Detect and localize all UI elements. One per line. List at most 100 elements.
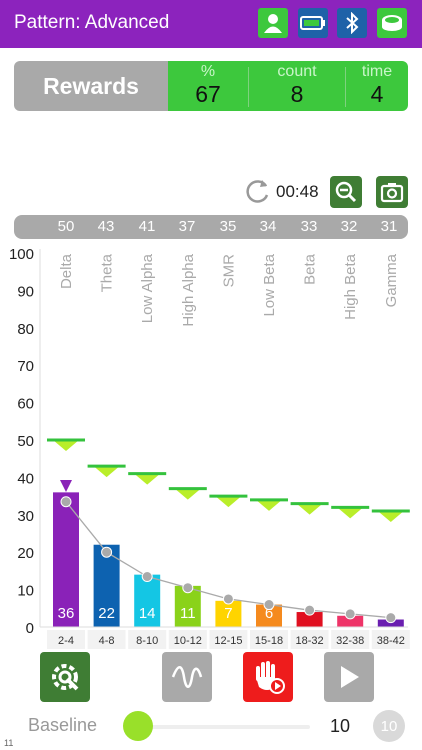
baseline-badge: 10 [373, 710, 405, 742]
bar [215, 600, 242, 627]
band-label: SMR [220, 254, 237, 288]
y-tick-label: 20 [17, 545, 34, 562]
reward-count-label: count [277, 63, 317, 80]
threshold-marker [337, 507, 364, 519]
selected-band-marker [60, 480, 72, 492]
peak-value: 35 [219, 218, 237, 235]
y-tick-label: 70 [17, 358, 34, 375]
rewards-panel: Rewards % 67 count 8 time 4 [14, 61, 408, 111]
pattern-title: Pattern: Advanced [14, 12, 170, 33]
y-tick-label: 40 [17, 470, 34, 487]
reward-divider [345, 67, 346, 107]
baseline-label: Baseline [28, 715, 98, 735]
peak-value: 33 [300, 218, 318, 235]
user-icon[interactable] [258, 8, 288, 38]
range-label-bg [209, 630, 248, 649]
band-label: Beta [302, 253, 319, 285]
threshold-marker [93, 466, 120, 478]
bar [296, 612, 323, 627]
bar [256, 604, 282, 627]
range-label: 12-15 [214, 635, 242, 647]
threshold-marker [215, 496, 242, 508]
range-label: 18-32 [296, 635, 324, 647]
waveform-button[interactable] [162, 652, 212, 702]
refresh-icon[interactable] [244, 177, 272, 210]
range-label: 4-8 [99, 635, 115, 647]
range-label-bg [371, 630, 410, 649]
reward-time-value: 4 [370, 81, 384, 107]
camera-icon [380, 183, 404, 203]
bar-value-label: 14 [139, 605, 156, 622]
y-tick-label: 10 [17, 583, 34, 600]
trend-point [344, 608, 356, 620]
range-label-bg [250, 630, 288, 649]
reward-time-cell: time 4 [346, 61, 408, 111]
range-label: 32-38 [336, 635, 364, 647]
trend-point [222, 593, 234, 605]
range-label: 2-4 [58, 635, 74, 647]
peak-value: 41 [138, 218, 156, 235]
range-label: 38-42 [377, 635, 405, 647]
range-label-bg [168, 630, 207, 649]
bar-value-label: 6 [265, 605, 273, 622]
band-label: Delta [58, 253, 75, 289]
battery-icon[interactable] [298, 8, 328, 38]
threshold-marker [296, 503, 323, 515]
band-label: Theta [99, 253, 116, 292]
bar-value-label: 36 [58, 605, 75, 622]
y-tick-label: 100 [9, 246, 34, 263]
settings-wrench-icon [52, 664, 79, 691]
range-label-bg [290, 630, 329, 649]
play-button[interactable] [324, 652, 374, 702]
bluetooth-icon[interactable] [337, 8, 367, 38]
reward-percent-label: % [200, 63, 216, 80]
band-label: Low Alpha [139, 253, 156, 323]
band-label: Gamma [383, 253, 400, 307]
waveform-icon [171, 666, 203, 688]
rewards-stats: % 67 count 8 time 4 [168, 61, 408, 111]
y-tick-label: 60 [17, 396, 34, 413]
bar [337, 615, 364, 627]
trend-line [60, 496, 397, 624]
bar-value-label: 11 [180, 605, 196, 622]
camera-button[interactable] [376, 176, 408, 208]
reward-divider [248, 67, 249, 107]
y-tick-label: 50 [17, 433, 34, 450]
trend-point [304, 604, 316, 616]
peak-value: 37 [178, 218, 196, 235]
range-label: 8-10 [136, 635, 158, 647]
threshold-marker [53, 440, 79, 451]
baseline-slider-thumb[interactable] [123, 711, 153, 741]
session-timer: 00:48 [276, 182, 319, 201]
y-tick-label: 0 [26, 620, 34, 637]
trend-point [182, 582, 194, 594]
bar [93, 544, 120, 627]
zoom-out-button[interactable] [330, 176, 362, 208]
x-axis: 2-4 4-8 8-10 10-12 12-15 15-18 18-32 32-38 38-42 [40, 626, 410, 649]
settings-button[interactable] [40, 652, 90, 702]
bar-value-label: 7 [224, 605, 232, 622]
reward-percent-value: 67 [195, 81, 221, 107]
peak-value: 32 [340, 218, 358, 235]
peak-value: 50 [57, 218, 75, 235]
threshold-markers [47, 438, 410, 523]
headband-icon[interactable] [377, 8, 407, 38]
reward-time-label: time [361, 63, 393, 80]
threshold-marker [377, 511, 404, 523]
bars: 36 22 14 11 7 6 [53, 492, 404, 627]
trend-point [60, 496, 72, 508]
y-tick-label: 30 [17, 508, 34, 525]
y-tick-label: 90 [17, 283, 34, 300]
threshold-marker [174, 488, 201, 500]
trend-point [141, 571, 153, 583]
bar [134, 574, 161, 627]
trend-point [263, 599, 275, 611]
peak-value: 34 [259, 218, 277, 235]
stop-feedback-button[interactable] [243, 652, 293, 702]
trend-point [101, 546, 113, 558]
trend-point [385, 612, 397, 624]
baseline-slider[interactable] [124, 725, 310, 729]
reward-count-cell: count 8 [249, 61, 345, 111]
threshold-marker [256, 499, 282, 511]
